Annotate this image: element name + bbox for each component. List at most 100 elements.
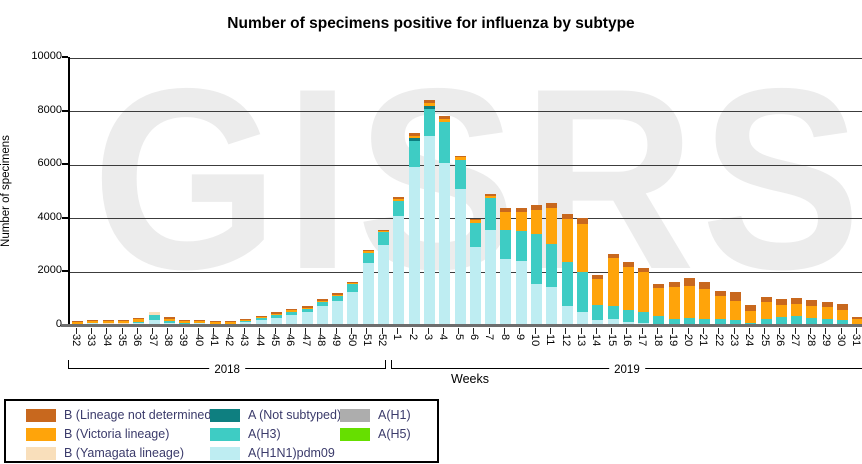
- x-tick-w45-2018: [274, 328, 276, 334]
- segment-a-h3: [622, 309, 634, 323]
- segment-b-victoria-lineage: [439, 118, 451, 123]
- x-tick-w39-2018: [182, 328, 184, 334]
- segment-b-victoria-lineage: [684, 285, 695, 319]
- week-label-50-2018: 50: [345, 334, 358, 347]
- week-label-29-2019: 29: [819, 334, 832, 347]
- a-h1n1-pdm09-swatch: [210, 446, 240, 460]
- x-tick-w51-2018: [366, 328, 368, 334]
- legend-box: B (Lineage not determined) B (Victoria li…: [4, 399, 439, 463]
- year-label-2019: 2019: [609, 364, 645, 376]
- x-tick-w20-2019: [687, 328, 689, 334]
- segment-a-h1n1-pdm09: [622, 322, 634, 325]
- x-tick-w28-2019: [810, 328, 812, 334]
- segment-b-victoria-lineage: [485, 195, 497, 199]
- segment-a-h3: [638, 312, 650, 324]
- segment-a-h3: [240, 321, 252, 322]
- segment-b-lineage-not-determined: [653, 283, 665, 288]
- segment-b-lineage-not-determined: [87, 319, 99, 322]
- segment-a-h3: [469, 222, 481, 248]
- week-label-46-2018: 46: [284, 334, 297, 347]
- segment-b-victoria-lineage: [362, 251, 374, 253]
- legend-label-b-victoria-lineage: B (Victoria lineage): [64, 427, 170, 441]
- segment-b-lineage-not-determined: [745, 304, 757, 312]
- segment-b-victoria-lineage: [301, 307, 313, 309]
- week-label-9-2019: 9: [513, 334, 526, 341]
- segment-b-victoria-lineage: [179, 321, 191, 324]
- segment-a-h1n1-pdm09: [592, 320, 604, 325]
- segment-b-lineage-not-determined: [439, 115, 451, 119]
- gridline-4000: [70, 218, 862, 219]
- legend-label-b-yamagata-lineage: B (Yamagata lineage): [64, 446, 184, 460]
- segment-b-victoria-lineage: [837, 309, 848, 320]
- segment-b-lineage-not-determined: [821, 301, 833, 308]
- segment-a-h3: [133, 321, 145, 323]
- week-label-6-2019: 6: [467, 334, 480, 341]
- segment-a-h3: [653, 316, 665, 325]
- bar-week-29-2019: [821, 301, 833, 325]
- x-tick-w41-2018: [213, 328, 215, 334]
- segment-b-lineage-not-determined: [668, 282, 680, 287]
- segment-b-victoria-lineage: [561, 218, 573, 263]
- segment-b-victoria-lineage: [469, 220, 481, 223]
- x-tick-w35-2018: [121, 328, 123, 334]
- segment-b-lineage-not-determined: [638, 268, 650, 273]
- segment-b-lineage-not-determined: [592, 274, 604, 279]
- segment-a-h1n1-pdm09: [607, 319, 619, 325]
- legend-item-a-not-subtyped: A (Not subtyped): [210, 407, 341, 423]
- segment-b-lineage-not-determined: [179, 319, 191, 322]
- x-axis-line: [61, 324, 862, 327]
- bar-week-7-2019: [485, 193, 497, 325]
- bar-week-14-2019: [592, 274, 604, 325]
- segment-b-victoria-lineage: [423, 103, 435, 107]
- segment-a-h3: [301, 308, 313, 313]
- segment-b-lineage-not-determined: [546, 202, 558, 208]
- segment-a-h1n1-pdm09: [531, 283, 542, 325]
- x-tick-w22-2019: [718, 328, 720, 334]
- bar-week-25-2019: [760, 297, 772, 325]
- week-label-35-2018: 35: [116, 334, 129, 347]
- segment-b-victoria-lineage: [806, 305, 818, 318]
- x-tick-w24-2019: [748, 328, 750, 334]
- x-tick-w38-2018: [167, 328, 169, 334]
- segment-b-victoria-lineage: [821, 307, 833, 319]
- week-label-5-2019: 5: [452, 334, 465, 341]
- x-tick-w1-2019: [396, 328, 398, 334]
- bar-week-47-2018: [301, 306, 313, 325]
- segment-a-h3: [531, 234, 542, 284]
- week-label-36-2018: 36: [131, 334, 144, 347]
- x-tick-w12-2019: [565, 328, 567, 334]
- segment-b-victoria-lineage: [653, 287, 665, 317]
- x-tick-w23-2019: [733, 328, 735, 334]
- gridline-6000: [70, 164, 862, 166]
- week-label-13-2019: 13: [575, 334, 588, 347]
- x-tick-w29-2019: [825, 328, 827, 334]
- segment-b-lineage-not-determined: [286, 308, 298, 311]
- y-tick-2000: [62, 270, 68, 272]
- segment-b-lineage-not-determined: [255, 315, 267, 317]
- week-label-38-2018: 38: [161, 334, 174, 347]
- legend-label-a-h5: A(H5): [378, 427, 411, 441]
- segment-a-h3: [745, 322, 757, 325]
- segment-b-lineage-not-determined: [316, 299, 328, 301]
- segment-a-h3: [515, 230, 527, 261]
- x-tick-w7-2019: [488, 328, 490, 334]
- segment-a-h3: [316, 301, 328, 307]
- y-tick-label-4000: 4000: [37, 210, 62, 223]
- segment-a-h3: [760, 318, 772, 325]
- segment-b-yamagata-lineage: [117, 323, 129, 324]
- x-tick-w13-2019: [580, 328, 582, 334]
- segment-a-h3: [699, 318, 711, 325]
- segment-b-lineage-not-determined: [423, 99, 435, 104]
- week-label-31-2019: 31: [850, 334, 862, 347]
- bar-week-50-2018: [347, 282, 359, 325]
- segment-a-h3: [576, 271, 588, 313]
- x-tick-w40-2018: [198, 328, 200, 334]
- segment-a-h1n1-pdm09: [240, 321, 252, 325]
- year-bracket-2019: 2019: [391, 360, 862, 376]
- legend-item-a-h1: A(H1): [340, 407, 411, 423]
- bar-week-38-2018: [163, 317, 175, 325]
- week-label-21-2019: 21: [697, 334, 710, 347]
- y-tick-6000: [62, 163, 68, 165]
- segment-b-lineage-not-determined: [775, 298, 787, 305]
- segment-a-not-subtyped: [408, 138, 420, 141]
